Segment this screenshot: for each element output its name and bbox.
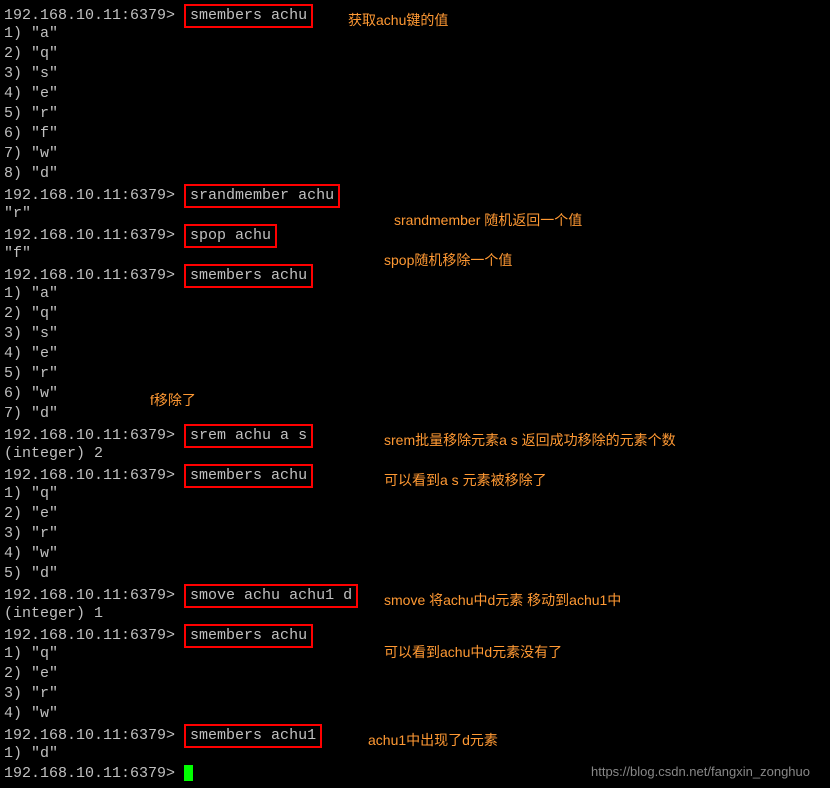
output-line: 4) "e": [4, 344, 826, 364]
cmd-line-2: 192.168.10.11:6379> srandmember achu: [4, 184, 826, 204]
output-line: 4) "w": [4, 544, 826, 564]
prompt: 192.168.10.11:6379>: [4, 765, 175, 782]
output-line: 6) "f": [4, 124, 826, 144]
output-line: 3) "s": [4, 324, 826, 344]
output-line: 2) "q": [4, 44, 826, 64]
output-line: 5) "d": [4, 564, 826, 584]
cmd-smembers-1: smembers achu: [184, 4, 313, 28]
output-line: 2) "q": [4, 304, 826, 324]
prompt: 192.168.10.11:6379>: [4, 587, 175, 604]
watermark: https://blog.csdn.net/fangxin_zonghuo: [591, 762, 810, 782]
prompt: 192.168.10.11:6379>: [4, 727, 175, 744]
output-line: 6) "w": [4, 384, 826, 404]
annotation-3: spop随机移除一个值: [384, 250, 512, 270]
cmd-smembers-2: smembers achu: [184, 264, 313, 288]
cmd-smembers-achu1: smembers achu1: [184, 724, 322, 748]
output-line: 3) "r": [4, 524, 826, 544]
cmd-smembers-4: smembers achu: [184, 624, 313, 648]
output-line: 3) "r": [4, 684, 826, 704]
annotation-8: 可以看到achu中d元素没有了: [384, 642, 562, 662]
output-line: 5) "r": [4, 104, 826, 124]
output-line: 3) "s": [4, 64, 826, 84]
prompt: 192.168.10.11:6379>: [4, 7, 175, 24]
output-line: 4) "e": [4, 84, 826, 104]
cmd-smove: smove achu achu1 d: [184, 584, 358, 608]
output-line: 2) "e": [4, 664, 826, 684]
prompt: 192.168.10.11:6379>: [4, 227, 175, 244]
output-line: 2) "e": [4, 504, 826, 524]
output-line: 5) "r": [4, 364, 826, 384]
annotation-2: srandmember 随机返回一个值: [394, 210, 582, 230]
prompt: 192.168.10.11:6379>: [4, 187, 175, 204]
annotation-6: 可以看到a s 元素被移除了: [384, 470, 547, 490]
annotation-7: smove 将achu中d元素 移动到achu1中: [384, 590, 621, 610]
output-line: 8) "d": [4, 164, 826, 184]
cmd-spop: spop achu: [184, 224, 277, 248]
annotation-4: f移除了: [150, 390, 196, 410]
cmd-smembers-3: smembers achu: [184, 464, 313, 488]
annotation-9: achu1中出现了d元素: [368, 730, 498, 750]
prompt: 192.168.10.11:6379>: [4, 427, 175, 444]
output-line: 7) "d": [4, 404, 826, 424]
output-line: 1) "a": [4, 284, 826, 304]
cmd-line-8: 192.168.10.11:6379> smembers achu: [4, 624, 826, 644]
annotation-1: 获取achu键的值: [348, 10, 448, 30]
cmd-srandmember: srandmember achu: [184, 184, 340, 208]
prompt: 192.168.10.11:6379>: [4, 267, 175, 284]
cursor: [184, 765, 193, 781]
prompt: 192.168.10.11:6379>: [4, 467, 175, 484]
output-line: 4) "w": [4, 704, 826, 724]
output-line: 7) "w": [4, 144, 826, 164]
annotation-5: srem批量移除元素a s 返回成功移除的元素个数: [384, 430, 676, 450]
terminal: 192.168.10.11:6379> smembers achu 1) "a"…: [4, 4, 826, 784]
prompt: 192.168.10.11:6379>: [4, 627, 175, 644]
cmd-srem: srem achu a s: [184, 424, 313, 448]
